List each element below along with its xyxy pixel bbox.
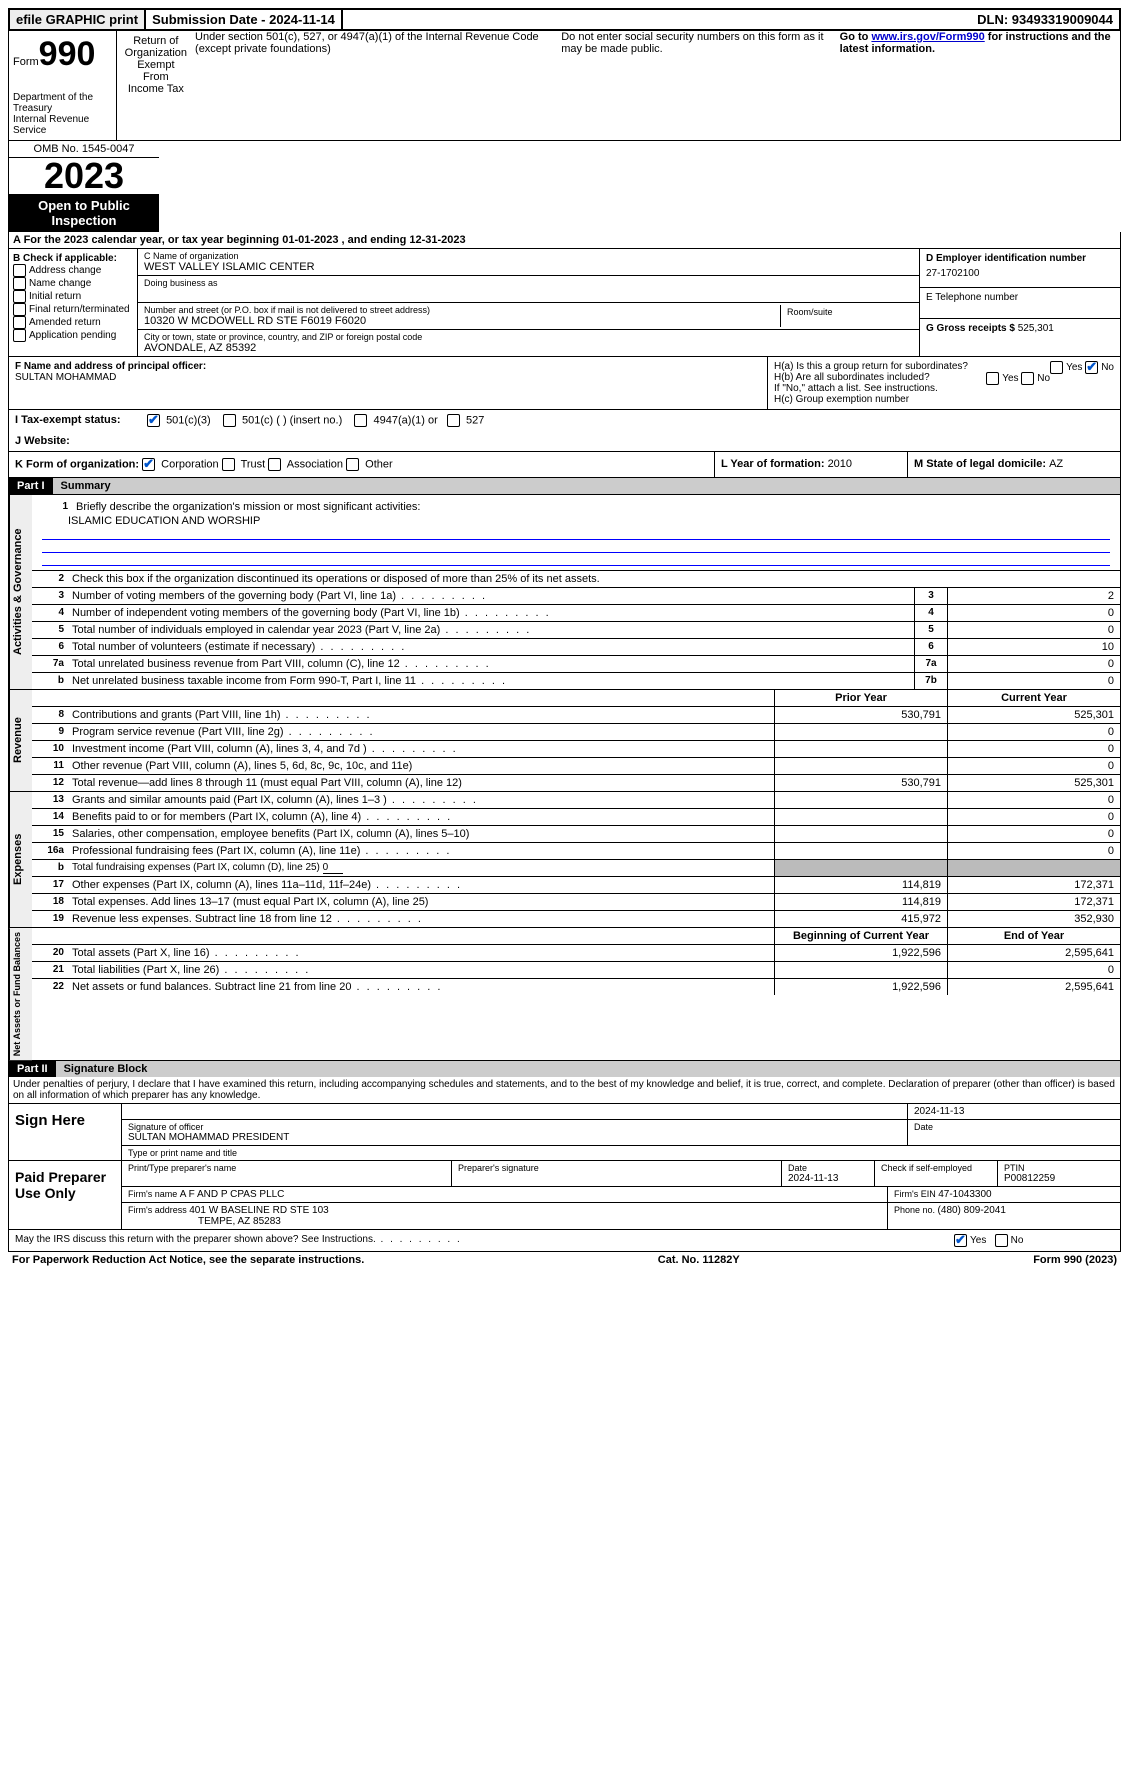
sign-here-block: Sign Here 2024-11-13 Signature of office… — [8, 1104, 1121, 1252]
org-address: 10320 W MCDOWELL RD STE F6019 F6020 — [144, 315, 780, 327]
firm-phone: (480) 809-2041 — [938, 1205, 1006, 1216]
form-header: Form990 Department of the Treasury Inter… — [8, 31, 1121, 141]
check-name-change[interactable] — [13, 277, 26, 290]
hb-no[interactable] — [1021, 372, 1034, 385]
part2-header: Part IISignature Block — [8, 1061, 1121, 1077]
check-501c[interactable] — [223, 414, 236, 427]
check-trust[interactable] — [222, 458, 235, 471]
ha-no[interactable] — [1085, 361, 1098, 374]
irs-link[interactable]: www.irs.gov/Form990 — [871, 31, 984, 43]
tax-year: 2023 — [9, 158, 159, 194]
row-fh: F Name and address of principal officer:… — [8, 357, 1121, 410]
year-formation: 2010 — [828, 458, 852, 470]
website — [141, 431, 1120, 451]
open-inspection: Open to Public Inspection — [9, 194, 159, 232]
row-j: J Website: — [8, 431, 1121, 452]
gross-receipts: 525,301 — [1018, 323, 1054, 334]
check-501c3[interactable] — [147, 414, 160, 427]
check-4947[interactable] — [354, 414, 367, 427]
penalty-text: Under penalties of perjury, I declare th… — [8, 1077, 1121, 1104]
ptin: P00812259 — [1004, 1173, 1114, 1184]
check-final-return[interactable] — [13, 303, 26, 316]
org-city: AVONDALE, AZ 85392 — [144, 342, 913, 354]
discuss-yes[interactable] — [954, 1234, 967, 1247]
check-other[interactable] — [346, 458, 359, 471]
hb-yes[interactable] — [986, 372, 999, 385]
row-i: I Tax-exempt status: 501(c)(3) 501(c) ( … — [8, 410, 1121, 431]
firm-name: A F AND P CPAS PLLC — [180, 1189, 285, 1200]
section-expenses: Expenses 13Grants and similar amounts pa… — [8, 792, 1121, 928]
section-netassets: Net Assets or Fund Balances Beginning of… — [8, 928, 1121, 1061]
form-title: Return of Organization Exempt From Incom… — [125, 35, 187, 95]
page-footer: For Paperwork Reduction Act Notice, see … — [8, 1252, 1121, 1268]
section-activities: Activities & Governance 1Briefly describ… — [8, 494, 1121, 690]
discuss-no[interactable] — [995, 1234, 1008, 1247]
form-word: Form — [13, 56, 39, 68]
ha-yes[interactable] — [1050, 361, 1063, 374]
form-number: 990 — [39, 35, 96, 73]
ssn-note: Do not enter social security numbers on … — [561, 31, 839, 140]
section-revenue: Revenue Prior YearCurrent Year 8Contribu… — [8, 690, 1121, 792]
org-name: WEST VALLEY ISLAMIC CENTER — [144, 261, 913, 273]
state-domicile: AZ — [1049, 458, 1063, 470]
principal-officer: SULTAN MOHAMMAD — [15, 372, 761, 383]
efile-print-button[interactable]: efile GRAPHIC print — [10, 10, 146, 29]
check-address-change[interactable] — [13, 264, 26, 277]
part1-header: Part ISummary — [8, 478, 1121, 494]
officer-name: SULTAN MOHAMMAD PRESIDENT — [128, 1132, 901, 1143]
dln: DLN: 93493319009044 — [971, 10, 1119, 29]
treasury-dept: Department of the Treasury Internal Reve… — [13, 92, 112, 136]
ein: 27-1702100 — [926, 264, 1114, 283]
check-corp[interactable] — [142, 458, 155, 471]
row-klm: K Form of organization: Corporation Trus… — [8, 452, 1121, 478]
l3-val: 2 — [947, 588, 1120, 604]
check-assoc[interactable] — [268, 458, 281, 471]
check-app-pending[interactable] — [13, 329, 26, 342]
col-b-checks: B Check if applicable: Address change Na… — [9, 249, 138, 356]
mission: ISLAMIC EDUCATION AND WORSHIP — [36, 515, 1116, 527]
line-a: A For the 2023 calendar year, or tax yea… — [8, 232, 1121, 249]
check-amended[interactable] — [13, 316, 26, 329]
form-subtitle: Under section 501(c), 527, or 4947(a)(1)… — [195, 31, 561, 140]
submission-date: Submission Date - 2024-11-14 — [146, 10, 343, 29]
check-527[interactable] — [447, 414, 460, 427]
check-initial-return[interactable] — [13, 290, 26, 303]
entity-block: B Check if applicable: Address change Na… — [8, 249, 1121, 357]
goto-pre: Go to — [840, 31, 872, 43]
top-bar: efile GRAPHIC print Submission Date - 20… — [8, 8, 1121, 31]
